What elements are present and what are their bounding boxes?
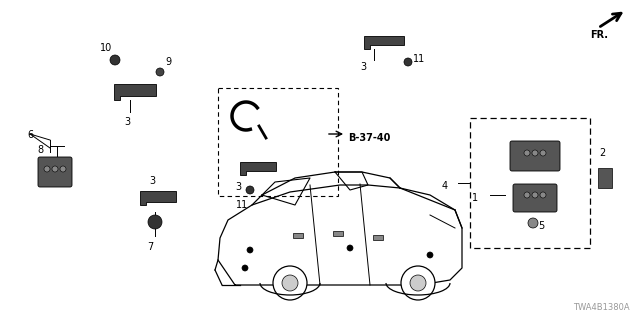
Text: 3: 3 [124,117,130,127]
Circle shape [60,166,66,172]
Text: 7: 7 [147,242,153,252]
Text: 9: 9 [165,57,171,67]
Circle shape [148,215,162,229]
Circle shape [273,266,307,300]
Circle shape [524,150,530,156]
Text: 11: 11 [413,54,425,64]
Circle shape [282,275,298,291]
Text: 4: 4 [442,181,448,191]
Circle shape [540,192,546,198]
Circle shape [401,266,435,300]
Text: FR.: FR. [590,30,608,40]
Bar [470,118,590,248]
Text: B-37-40: B-37-40 [348,133,390,143]
FancyBboxPatch shape [510,141,560,171]
Text: 5: 5 [538,221,544,231]
Circle shape [427,252,433,258]
Polygon shape [240,162,276,174]
Text: TWA4B1380A: TWA4B1380A [573,303,630,312]
Text: 10: 10 [100,43,112,53]
Text: 3: 3 [235,182,241,192]
Bar [333,230,343,236]
FancyBboxPatch shape [513,184,557,212]
Text: 3: 3 [360,62,366,72]
FancyBboxPatch shape [38,157,72,187]
Text: 6: 6 [27,130,33,140]
Text: 2: 2 [599,148,605,158]
Circle shape [347,245,353,251]
Bar [373,235,383,239]
Circle shape [540,150,546,156]
Bar [293,233,303,237]
Text: 8: 8 [37,145,43,155]
Circle shape [246,186,254,194]
Circle shape [52,166,58,172]
Circle shape [528,218,538,228]
Polygon shape [364,36,404,49]
Circle shape [110,55,120,65]
Circle shape [524,192,530,198]
Circle shape [532,192,538,198]
Circle shape [242,265,248,271]
Polygon shape [114,84,156,100]
Bar [598,168,612,188]
Bar [218,88,338,196]
Circle shape [44,166,50,172]
Text: 11: 11 [236,200,248,210]
Circle shape [410,275,426,291]
Text: 3: 3 [149,176,155,186]
Circle shape [247,247,253,253]
Text: 1: 1 [472,193,478,203]
Circle shape [404,58,412,66]
Circle shape [156,68,164,76]
Circle shape [532,150,538,156]
Polygon shape [140,191,176,205]
